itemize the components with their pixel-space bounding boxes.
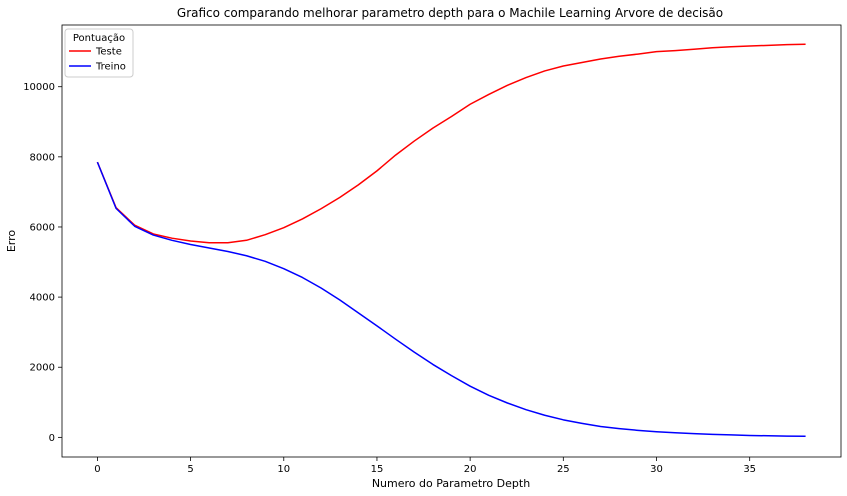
y-axis: 0 2000 4000 6000 8000 10000 bbox=[23, 82, 62, 444]
legend-box bbox=[64, 28, 134, 78]
y-tick-label: 10000 bbox=[23, 82, 55, 93]
y-tick-label: 4000 bbox=[30, 293, 55, 304]
series-line-treino bbox=[96, 161, 806, 438]
x-axis: 0 5 10 15 20 25 30 35 bbox=[94, 457, 756, 475]
x-tick-label: 30 bbox=[650, 464, 663, 475]
x-tick-label: 10 bbox=[277, 464, 290, 475]
x-tick-label: 25 bbox=[557, 464, 570, 475]
x-tick-label: 5 bbox=[187, 464, 193, 475]
x-tick-label: 0 bbox=[94, 464, 100, 475]
y-tick-label: 8000 bbox=[30, 152, 55, 163]
y-tick-label: 0 bbox=[49, 433, 55, 444]
x-axis-label: Numero do Parametro Depth bbox=[372, 477, 530, 490]
y-tick-label: 6000 bbox=[30, 222, 55, 233]
x-tick-label: 20 bbox=[464, 464, 477, 475]
legend-title: Pontuação bbox=[73, 33, 125, 44]
plot-area-frame bbox=[61, 24, 842, 458]
y-tick-label: 2000 bbox=[30, 363, 55, 374]
series-line-teste bbox=[96, 43, 806, 244]
x-tick-label: 35 bbox=[743, 464, 756, 475]
series-lines bbox=[96, 43, 806, 438]
legend-entries: Teste Treino bbox=[69, 47, 126, 73]
chart-title: Grafico comparando melhorar parametro de… bbox=[177, 6, 723, 20]
x-tick-label: 15 bbox=[371, 464, 384, 475]
legend-label-treino: Treino bbox=[95, 62, 126, 73]
legend: Pontuação Teste Treino bbox=[64, 28, 134, 78]
legend-label-teste: Teste bbox=[95, 47, 122, 58]
y-axis-label: Erro bbox=[5, 230, 18, 253]
